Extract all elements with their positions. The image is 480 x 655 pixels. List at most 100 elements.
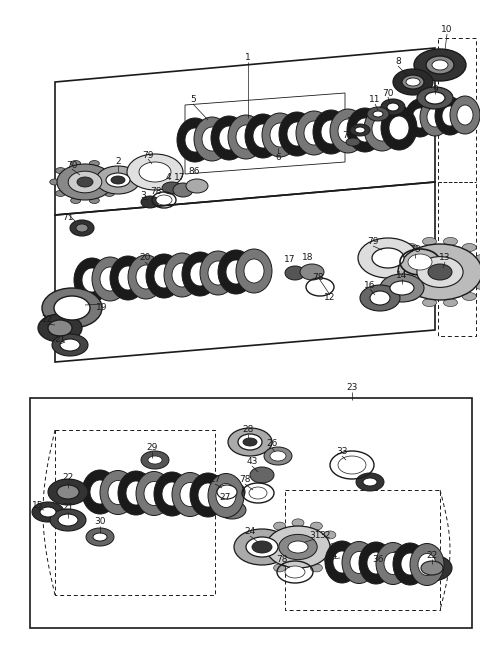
Ellipse shape [373, 111, 383, 117]
Text: 79: 79 [367, 238, 379, 246]
Ellipse shape [329, 543, 341, 551]
Ellipse shape [475, 282, 480, 290]
Ellipse shape [208, 261, 228, 285]
Ellipse shape [300, 264, 324, 280]
Ellipse shape [106, 173, 130, 187]
Ellipse shape [250, 467, 274, 483]
Ellipse shape [422, 299, 436, 307]
Ellipse shape [356, 473, 384, 491]
Ellipse shape [255, 543, 267, 551]
Ellipse shape [56, 168, 66, 174]
Ellipse shape [292, 567, 304, 575]
Ellipse shape [190, 473, 226, 517]
Ellipse shape [71, 160, 81, 166]
Ellipse shape [311, 522, 323, 530]
Ellipse shape [96, 166, 140, 194]
Ellipse shape [266, 526, 330, 568]
Ellipse shape [390, 281, 414, 295]
Ellipse shape [425, 92, 445, 104]
Ellipse shape [412, 108, 428, 128]
Ellipse shape [208, 474, 244, 517]
Ellipse shape [127, 154, 183, 190]
Text: 78: 78 [312, 274, 324, 282]
Ellipse shape [162, 482, 182, 506]
Ellipse shape [363, 478, 377, 486]
Ellipse shape [57, 485, 79, 499]
Ellipse shape [380, 274, 424, 302]
Ellipse shape [246, 537, 278, 557]
Ellipse shape [442, 106, 458, 126]
Text: 29: 29 [146, 443, 158, 453]
Text: 6: 6 [275, 153, 281, 162]
Ellipse shape [172, 263, 192, 287]
Ellipse shape [389, 116, 409, 140]
Ellipse shape [324, 531, 336, 539]
Text: 3: 3 [140, 191, 146, 200]
Ellipse shape [68, 171, 102, 193]
Ellipse shape [218, 501, 246, 519]
Text: 31: 31 [309, 531, 321, 540]
Ellipse shape [427, 107, 443, 127]
Text: 17: 17 [284, 255, 296, 265]
Text: 28: 28 [242, 426, 254, 434]
Ellipse shape [90, 480, 110, 504]
Ellipse shape [350, 552, 368, 574]
Ellipse shape [422, 237, 436, 246]
Ellipse shape [270, 123, 290, 147]
Ellipse shape [376, 542, 410, 584]
Ellipse shape [404, 244, 418, 252]
Ellipse shape [77, 177, 93, 187]
Text: 11: 11 [369, 96, 381, 105]
Ellipse shape [260, 531, 272, 539]
Ellipse shape [252, 541, 272, 553]
Text: 79: 79 [142, 151, 154, 160]
Ellipse shape [304, 121, 324, 145]
Ellipse shape [219, 126, 239, 150]
Ellipse shape [236, 125, 256, 149]
Ellipse shape [141, 451, 169, 469]
Ellipse shape [462, 244, 476, 252]
Text: 24: 24 [244, 527, 256, 536]
Ellipse shape [70, 220, 94, 236]
Text: 78: 78 [150, 187, 162, 196]
Ellipse shape [228, 115, 264, 159]
Ellipse shape [417, 257, 463, 288]
Ellipse shape [82, 470, 118, 514]
Ellipse shape [243, 438, 257, 446]
Ellipse shape [393, 69, 433, 95]
Ellipse shape [321, 120, 341, 144]
Ellipse shape [228, 428, 272, 456]
Ellipse shape [279, 534, 317, 559]
Text: 12: 12 [324, 293, 336, 303]
Ellipse shape [172, 472, 208, 517]
Text: 71: 71 [346, 117, 358, 126]
Ellipse shape [50, 509, 86, 531]
Ellipse shape [148, 456, 162, 464]
Text: 86: 86 [188, 168, 200, 176]
Text: 22: 22 [426, 550, 438, 559]
Ellipse shape [475, 254, 480, 263]
Ellipse shape [260, 555, 272, 563]
Ellipse shape [144, 481, 164, 506]
Ellipse shape [86, 528, 114, 546]
Ellipse shape [89, 198, 99, 204]
Ellipse shape [211, 116, 247, 160]
Text: 2: 2 [115, 157, 121, 166]
Ellipse shape [249, 487, 267, 499]
Ellipse shape [216, 483, 236, 508]
Ellipse shape [54, 296, 90, 320]
Text: 8: 8 [395, 58, 401, 67]
Ellipse shape [462, 293, 476, 301]
Ellipse shape [288, 541, 308, 553]
Ellipse shape [398, 244, 480, 300]
Text: 22: 22 [62, 474, 73, 483]
Ellipse shape [292, 519, 304, 527]
Ellipse shape [154, 264, 174, 288]
Text: 9: 9 [432, 86, 438, 94]
Ellipse shape [156, 195, 172, 205]
Text: 32: 32 [319, 531, 331, 540]
Text: 34: 34 [326, 550, 338, 559]
Ellipse shape [93, 533, 107, 541]
Ellipse shape [236, 249, 272, 293]
Ellipse shape [58, 514, 78, 526]
